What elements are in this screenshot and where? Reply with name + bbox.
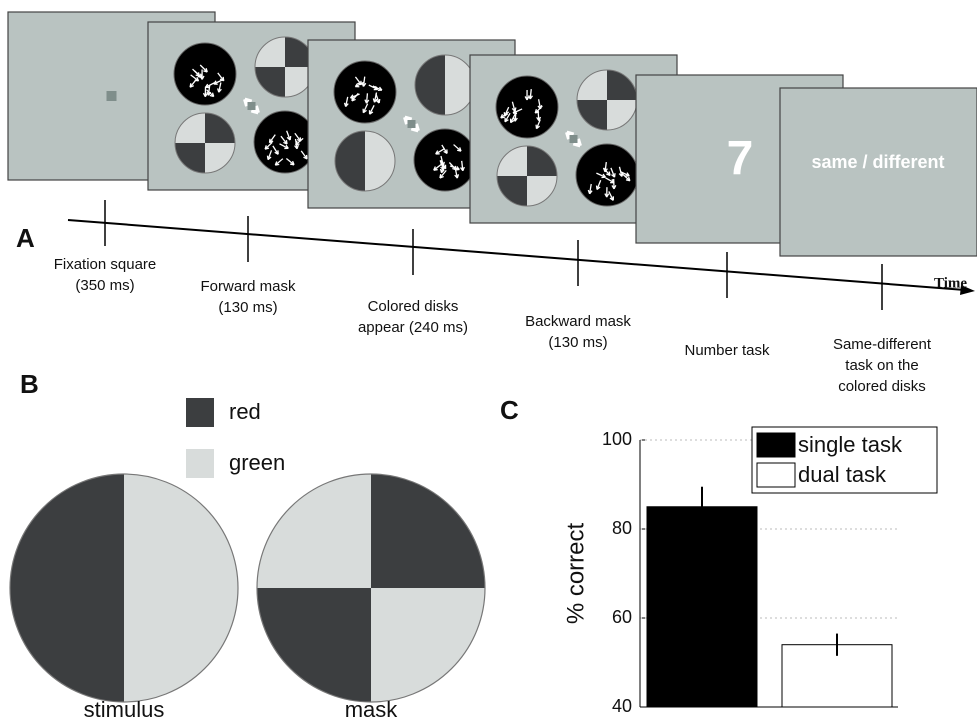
- arrow-head: [352, 97, 353, 101]
- legend-swatch: [186, 398, 214, 427]
- y-tick-label: 40: [612, 696, 632, 716]
- disk-quadrant: [257, 474, 371, 588]
- response-prompt: same / different: [811, 152, 944, 172]
- figure: 7 same / different Time A Fixation square (35…: [0, 0, 977, 722]
- panel-label: C: [500, 395, 519, 425]
- fixation-square: [107, 91, 117, 101]
- event-label: (350 ms): [75, 277, 134, 294]
- arrow-head: [440, 174, 441, 178]
- y-tick-label: 60: [612, 607, 632, 627]
- fixation-square: [248, 102, 256, 110]
- motion-disk: [334, 61, 396, 123]
- event-label: Colored disks: [368, 298, 459, 315]
- legend-swatch: [757, 463, 795, 487]
- legend-label: green: [229, 450, 285, 475]
- legend-label: red: [229, 399, 261, 424]
- arrow-head: [190, 83, 191, 87]
- arrow-head: [267, 156, 268, 160]
- caption: mask: [345, 697, 399, 722]
- arrow-head: [457, 150, 461, 151]
- disk-quadrant: [124, 588, 238, 702]
- caption: stimulus: [84, 697, 165, 722]
- legend-label: dual task: [798, 462, 887, 487]
- arrow-head: [411, 129, 418, 131]
- disk-quadrant: [257, 588, 371, 702]
- event-label: Backward mask: [525, 313, 631, 330]
- event-label: task on the: [845, 357, 918, 374]
- event-label: Fixation square: [54, 256, 157, 273]
- event-label: colored disks: [838, 378, 926, 395]
- arrow-head: [626, 180, 630, 181]
- y-tick-label: 80: [612, 518, 632, 538]
- panel-label: B: [20, 369, 39, 399]
- disk-quadrant: [124, 474, 238, 588]
- arrow-head: [573, 144, 580, 146]
- disk-quadrant: [10, 474, 124, 588]
- motion-disk: [414, 129, 476, 191]
- event-label: (130 ms): [548, 334, 607, 351]
- arrow-head: [251, 111, 258, 113]
- y-axis-label: % correct: [562, 522, 589, 624]
- event-label: appear (240 ms): [358, 319, 468, 336]
- fixation-square: [408, 120, 416, 128]
- disk-quadrant: [371, 474, 485, 588]
- event-label: Forward mask: [200, 278, 296, 295]
- screen: [780, 88, 977, 256]
- disk-quadrant: [10, 588, 124, 702]
- event-label: Same-different: [833, 336, 932, 353]
- legend-swatch: [757, 433, 795, 457]
- bar: [647, 507, 757, 707]
- legend-label: single task: [798, 432, 903, 457]
- y-tick-label: 100: [602, 429, 632, 449]
- time-label: Time: [934, 275, 967, 291]
- motion-disk: [496, 76, 558, 138]
- disk-quadrant: [371, 588, 485, 702]
- fixation-square: [570, 135, 578, 143]
- event-label: Number task: [684, 342, 770, 359]
- arrow-head: [198, 77, 202, 78]
- panel-label: A: [16, 223, 35, 253]
- legend-swatch: [186, 449, 214, 478]
- number-stimulus: 7: [727, 133, 754, 186]
- event-label: (130 ms): [218, 299, 277, 316]
- arrow-head: [290, 164, 294, 165]
